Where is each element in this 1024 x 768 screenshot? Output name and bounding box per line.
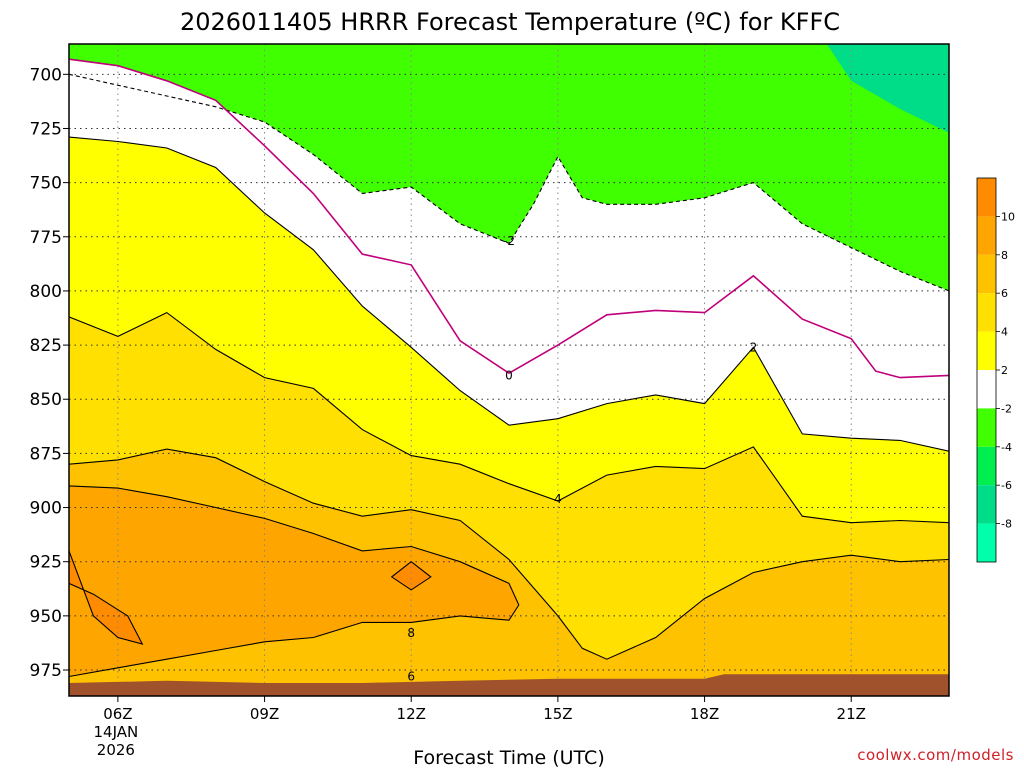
x-tick-label-12Z: 12Z bbox=[397, 705, 426, 723]
contour-line-8-7 bbox=[69, 485, 520, 678]
terrain-ground bbox=[69, 674, 949, 696]
colorbar-swatch-8 bbox=[977, 485, 996, 524]
fill-above-10-left bbox=[69, 550, 143, 644]
contour-line-6-4 bbox=[69, 448, 949, 660]
x-tick-label-09Z: 09Z bbox=[250, 705, 279, 723]
credit-text: coolwx.com/models bbox=[857, 746, 1014, 764]
colorbar-swatch-4 bbox=[977, 331, 996, 370]
y-tick-label-725: 725 bbox=[30, 119, 62, 139]
colorbar-label-0: 10 bbox=[1001, 210, 1015, 223]
colorbar: 10 8 6 4 2 -2 -4 -6 -8 bbox=[976, 177, 1015, 563]
contour-line-2-2 bbox=[69, 136, 949, 452]
x-tick-label-21Z: 21Z bbox=[837, 705, 866, 723]
y-tick-label-950: 950 bbox=[30, 607, 62, 627]
x-tick-label-18Z: 18Z bbox=[690, 705, 719, 723]
contour-line-8-6 bbox=[390, 561, 432, 591]
colorbar-swatch-9 bbox=[977, 523, 996, 562]
colorbar-swatch-7 bbox=[977, 446, 996, 486]
colorbar-label-5: -2 bbox=[1001, 402, 1012, 415]
contour-line-0-1 bbox=[69, 58, 949, 379]
colorbar-swatch-5 bbox=[977, 370, 996, 409]
y-tick-label-800: 800 bbox=[30, 282, 62, 302]
fill-8-to-10 bbox=[69, 485, 519, 696]
x-tick-label-06Z: 06Z bbox=[103, 705, 132, 723]
colorbar-label-2: 6 bbox=[1001, 287, 1008, 300]
contour-label-7: 8 bbox=[407, 626, 415, 640]
colorbar-label-1: 8 bbox=[1001, 249, 1008, 262]
contour-label-0: -2 bbox=[503, 234, 515, 248]
contour-labels: -2 0 2 4 6 8 bbox=[407, 234, 757, 683]
y-tick-label-775: 775 bbox=[30, 228, 62, 248]
contour-label-2: 2 bbox=[750, 340, 758, 354]
colorbar-swatch-6 bbox=[977, 408, 996, 447]
y-tick-label-875: 875 bbox=[30, 444, 62, 464]
colorbar-swatch-3 bbox=[977, 293, 996, 332]
x-tick-label-15Z: 15Z bbox=[543, 705, 572, 723]
temperature-fill-layers bbox=[69, 44, 949, 696]
contour-label-3: 4 bbox=[554, 492, 562, 506]
grid-lines bbox=[69, 44, 949, 696]
terrain-layer bbox=[69, 674, 949, 696]
contour-lines bbox=[69, 58, 949, 678]
colorbar-label-4: 2 bbox=[1001, 364, 1008, 377]
y-tick-label-850: 850 bbox=[30, 390, 62, 410]
y-axis: 700 725 750 775 800 825 850 875 900 925 950 975 bbox=[30, 65, 69, 681]
fill-below-minus-6 bbox=[826, 44, 949, 133]
plot-area: -2 0 2 4 6 8 bbox=[69, 44, 949, 696]
y-tick-label-975: 975 bbox=[30, 661, 62, 681]
colorbar-swatch-1 bbox=[977, 216, 996, 255]
chart-title: 2026011405 HRRR Forecast Temperature (ºC… bbox=[180, 8, 840, 36]
contour-label-1: 0 bbox=[505, 368, 513, 382]
y-tick-label-750: 750 bbox=[30, 174, 62, 194]
y-tick-label-825: 825 bbox=[30, 336, 62, 356]
y-tick-label-700: 700 bbox=[30, 65, 62, 85]
x-tick-sublabel-0: 14JAN bbox=[94, 723, 139, 741]
contour-line-minus-2-0 bbox=[69, 73, 949, 292]
contour-line-8-5 bbox=[69, 550, 144, 645]
x-axis-label: Forecast Time (UTC) bbox=[413, 747, 604, 768]
plot-frame bbox=[68, 43, 950, 697]
colorbar-swatch-2 bbox=[977, 254, 996, 294]
colorbar-label-7: -6 bbox=[1001, 479, 1012, 492]
colorbar-label-6: -4 bbox=[1001, 441, 1012, 454]
colorbar-label-8: -8 bbox=[1001, 518, 1012, 531]
x-tick-sublabel-1: 2026 bbox=[97, 741, 135, 759]
colorbar-label-3: 4 bbox=[1001, 326, 1008, 339]
y-tick-label-900: 900 bbox=[30, 499, 62, 519]
contour-line-4-3 bbox=[69, 311, 949, 524]
contour-label-4: 6 bbox=[407, 670, 415, 684]
y-tick-label-925: 925 bbox=[30, 553, 62, 573]
colorbar-swatch-0 bbox=[977, 178, 996, 217]
